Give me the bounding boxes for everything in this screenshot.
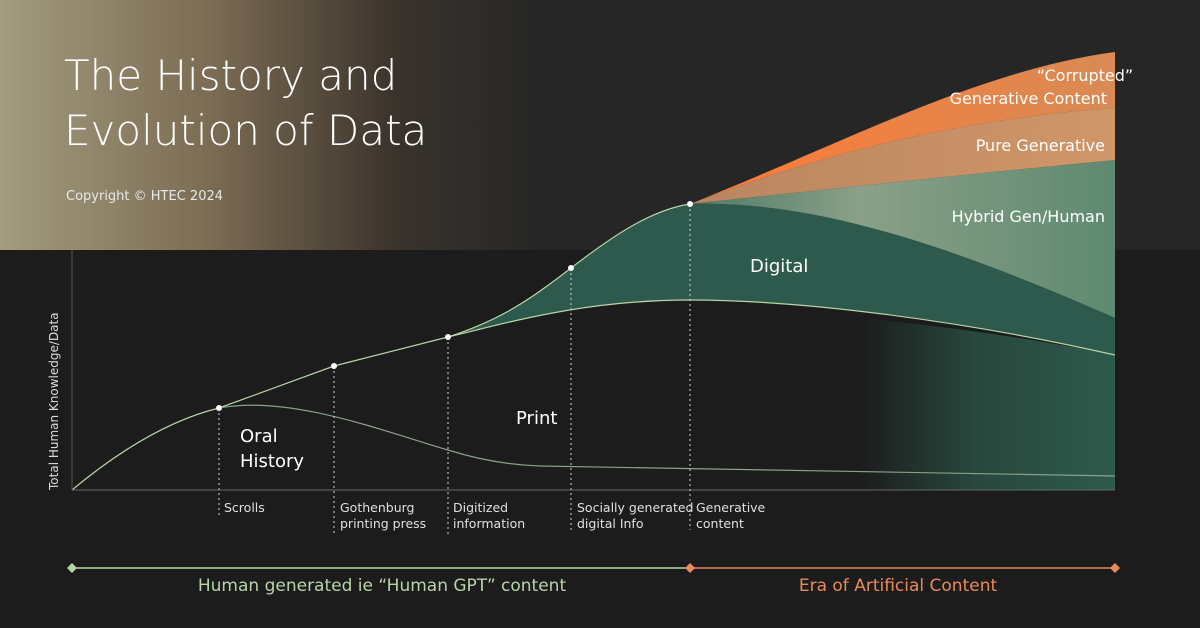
hybrid-area: [690, 160, 1115, 318]
milestone-label: Generative: [696, 500, 766, 515]
milestone-label: Socially generated: [577, 500, 693, 515]
region-label: History: [240, 451, 304, 472]
milestone-label: digital Info: [577, 516, 643, 531]
digital-area: [448, 203, 1115, 355]
milestone-label: content: [696, 516, 744, 531]
era-marker: [67, 563, 77, 573]
era-label: Era of Artificial Content: [799, 576, 998, 596]
y-axis-label: Total Human Knowledge/Data: [47, 312, 61, 491]
region-label: Digital: [750, 256, 808, 277]
fade-area: [860, 318, 1115, 490]
era-label: Human generated ie “Human GPT” content: [198, 576, 567, 596]
title-line: The History and: [64, 51, 397, 100]
milestone-dot: [445, 334, 451, 340]
corrupted-area: [690, 52, 1115, 204]
region-label: “Corrupted”: [1037, 66, 1133, 85]
oral-curve: [218, 404, 1116, 477]
pure-generative-area: [690, 108, 1115, 204]
era-marker: [685, 563, 695, 573]
region-label: Oral: [240, 426, 278, 447]
region-label: Hybrid Gen/Human: [952, 207, 1105, 226]
milestone-label: information: [453, 516, 525, 531]
era-marker: [1110, 563, 1120, 573]
milestone-label: Scrolls: [224, 500, 265, 515]
region-label: Generative Content: [950, 89, 1107, 108]
milestone-dot: [331, 363, 337, 369]
milestone-dot: [687, 201, 693, 207]
milestone-label: Digitized: [453, 500, 508, 515]
print-curve: [447, 299, 1116, 356]
region-label: Pure Generative: [976, 136, 1105, 155]
milestone-dot: [568, 265, 574, 271]
milestone-label: Gothenburg: [340, 500, 414, 515]
region-label: Print: [516, 408, 557, 429]
copyright: Copyright © HTEC 2024: [66, 189, 223, 204]
title-line: Evolution of Data: [64, 106, 427, 155]
milestone-label: printing press: [340, 516, 426, 531]
milestone-dot: [216, 405, 222, 411]
